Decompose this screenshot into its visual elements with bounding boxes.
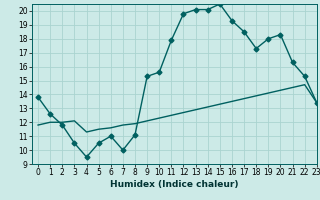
X-axis label: Humidex (Indice chaleur): Humidex (Indice chaleur) (110, 180, 239, 189)
